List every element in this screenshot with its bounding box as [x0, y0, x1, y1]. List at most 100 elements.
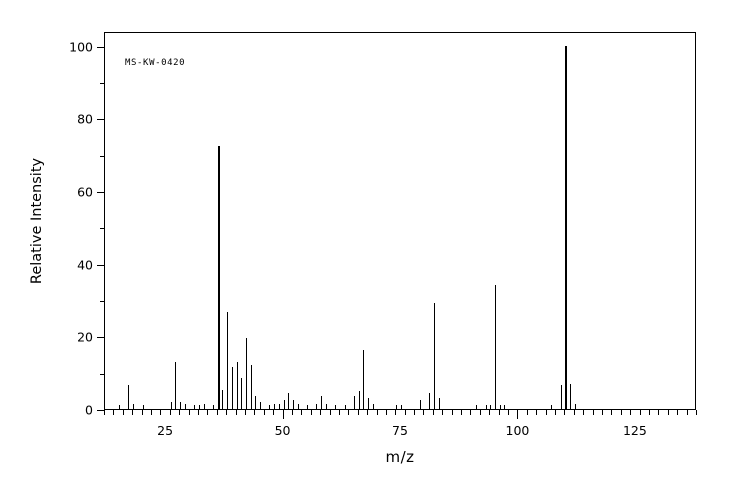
x-tick-minor [113, 410, 115, 415]
y-tick-major [97, 46, 104, 48]
x-tick-minor [169, 410, 171, 415]
x-tick-minor [179, 410, 181, 415]
y-tick-label: 40 [77, 257, 93, 273]
y-axis-title: Relative Intensity [29, 157, 45, 285]
peak-bar [316, 403, 318, 409]
x-tick-minor [404, 410, 406, 415]
x-tick-minor [461, 410, 463, 415]
x-tick-minor [132, 410, 134, 415]
x-tick-minor [273, 410, 275, 415]
peak-bar [133, 403, 135, 409]
peak-bar [476, 405, 478, 409]
x-tick-minor [442, 410, 444, 415]
peak-bar [278, 403, 280, 409]
x-tick-minor [545, 410, 547, 415]
y-tick-minor [100, 228, 104, 230]
y-tick-label: 20 [77, 329, 93, 345]
peak-bar [255, 396, 257, 409]
peak-bar [490, 404, 492, 409]
x-tick-major [282, 410, 284, 419]
x-tick-minor [620, 410, 622, 415]
x-tick-minor [686, 410, 688, 415]
x-tick-minor [141, 410, 143, 415]
x-tick-minor [122, 410, 124, 415]
x-tick-minor [348, 410, 350, 415]
y-tick-label: 60 [77, 184, 93, 200]
x-tick-minor [376, 410, 378, 415]
peak-bar [194, 404, 196, 409]
peak-bar [354, 396, 356, 409]
peak-bar [142, 405, 144, 409]
y-tick-minor [100, 82, 104, 84]
peak-bar [170, 401, 172, 409]
x-tick-minor [254, 410, 256, 415]
peak-bar [213, 405, 215, 409]
peak-bar [227, 311, 229, 409]
peak-bar [325, 403, 327, 409]
y-tick-major [97, 119, 104, 121]
x-tick-minor [385, 410, 387, 415]
y-tick-label: 0 [85, 402, 93, 418]
y-tick-minor [100, 155, 104, 157]
x-tick-minor [479, 410, 481, 415]
peak-bar [574, 403, 576, 409]
x-tick-minor [592, 410, 594, 415]
x-tick-label: 125 [622, 423, 647, 438]
x-axis: 25 50 75 100 125 [104, 410, 697, 450]
x-tick-minor [677, 410, 679, 415]
peak-bar [565, 45, 568, 409]
x-tick-minor [667, 410, 669, 415]
peak-bar [119, 404, 121, 409]
x-tick-minor [489, 410, 491, 415]
x-tick-minor [630, 410, 632, 415]
y-tick-major [97, 264, 104, 266]
peak-bar [236, 361, 238, 409]
peak-bar [570, 383, 572, 409]
y-tick-minor [100, 300, 104, 302]
x-tick-minor [263, 410, 265, 415]
x-tick-minor [611, 410, 613, 415]
peak-bar [198, 405, 200, 409]
x-tick-minor [150, 410, 152, 415]
peak-bar [419, 399, 421, 409]
peak-bar [429, 392, 431, 409]
x-tick-minor [451, 410, 453, 415]
x-tick-minor [235, 410, 237, 415]
peak-bar [560, 385, 562, 409]
x-tick-minor [367, 410, 369, 415]
x-tick-minor [104, 410, 105, 415]
peak-bar [494, 285, 496, 409]
x-tick-minor [338, 410, 340, 415]
x-tick-minor [395, 410, 397, 415]
peak-bar [292, 399, 294, 409]
x-tick-minor [564, 410, 566, 415]
x-tick-minor [658, 410, 660, 415]
peak-bar [217, 146, 220, 409]
peak-bar [438, 398, 440, 409]
x-tick-minor [423, 410, 425, 415]
peak-bar [499, 404, 501, 409]
peaks-layer [105, 33, 695, 409]
plot-area: MS-KW-0420 [104, 32, 696, 410]
x-tick-minor [508, 410, 510, 415]
peak-bar [245, 338, 247, 409]
peak-bar [485, 405, 487, 409]
peak-bar [401, 405, 402, 409]
peak-bar [363, 350, 365, 409]
x-axis-title: m/z [385, 448, 415, 466]
x-tick-label: 100 [505, 423, 530, 438]
y-axis: 0 20 40 60 80 100 [0, 32, 104, 418]
x-tick-minor [188, 410, 190, 415]
peak-bar [128, 385, 130, 409]
peak-bar [335, 405, 337, 409]
peak-bar [396, 405, 398, 409]
peak-bar [504, 405, 506, 409]
x-tick-minor [414, 410, 416, 415]
x-tick-minor [696, 410, 697, 415]
peak-bar [372, 403, 374, 409]
x-tick-minor [602, 410, 604, 415]
x-tick-minor [470, 410, 472, 415]
y-tick-label: 80 [77, 111, 93, 127]
peak-bar [231, 367, 233, 409]
